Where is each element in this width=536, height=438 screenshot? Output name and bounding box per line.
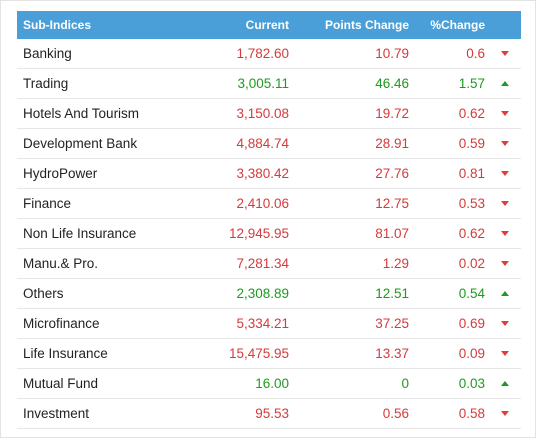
header-sub-indices: Sub-Indices: [23, 18, 92, 32]
row-sub-index-name[interactable]: Hotels And Tourism: [23, 106, 140, 121]
row-sub-index-name[interactable]: Manu.& Pro.: [23, 256, 99, 271]
arrow-down-icon: [501, 231, 509, 236]
table-row[interactable]: Non Life Insurance 12,945.95 81.07 0.62: [17, 219, 521, 249]
row-sub-index-name[interactable]: Life Insurance: [23, 346, 108, 361]
table-row[interactable]: Microfinance 5,334.21 37.25 0.69: [17, 309, 521, 339]
row-current-value: 2,308.89: [236, 286, 289, 301]
row-points-change: 19.72: [375, 106, 409, 121]
row-points-change: 10.79: [375, 46, 409, 61]
row-pct-change: 1.57: [458, 76, 485, 91]
table-row[interactable]: Trading 3,005.11 46.46 1.57: [17, 69, 521, 99]
row-current-value: 2,410.06: [236, 196, 289, 211]
table-body: Banking 1,782.60 10.79 0.6 Trading 3,005.11 46…: [17, 39, 521, 429]
table-row[interactable]: Development Bank 4,884.74 28.91 0.59: [17, 129, 521, 159]
header-points-change: Points Change: [324, 18, 409, 32]
row-points-change: 37.25: [375, 316, 409, 331]
table-row[interactable]: Mutual Fund 16.00 0 0.03: [17, 369, 521, 399]
table-row[interactable]: Finance 2,410.06 12.75 0.53: [17, 189, 521, 219]
row-current-value: 5,334.21: [236, 316, 289, 331]
row-pct-change: 0.6: [466, 46, 485, 61]
arrow-up-icon: [501, 291, 509, 296]
row-current-value: 15,475.95: [228, 346, 289, 361]
row-sub-index-name[interactable]: Microfinance: [23, 316, 100, 331]
row-pct-change: 0.69: [458, 316, 485, 331]
arrow-up-icon: [501, 381, 509, 386]
row-current-value: 7,281.34: [236, 256, 289, 271]
row-current-value: 16.00: [255, 376, 289, 391]
row-current-value: 4,884.74: [236, 136, 289, 151]
row-sub-index-name[interactable]: Development Bank: [23, 136, 138, 151]
table-row[interactable]: Life Insurance 15,475.95 13.37 0.09: [17, 339, 521, 369]
row-points-change: 13.37: [375, 346, 409, 361]
row-sub-index-name[interactable]: Finance: [23, 196, 72, 211]
row-pct-change: 0.53: [458, 196, 485, 211]
arrow-down-icon: [501, 411, 509, 416]
arrow-down-icon: [501, 261, 509, 266]
row-sub-index-name[interactable]: Others: [23, 286, 64, 301]
row-current-value: 3,150.08: [236, 106, 289, 121]
row-pct-change: 0.58: [458, 406, 485, 421]
row-points-change: 0.56: [382, 406, 409, 421]
row-points-change: 28.91: [375, 136, 409, 151]
row-points-change: 12.51: [375, 286, 409, 301]
row-current-value: 1,782.60: [236, 46, 289, 61]
row-sub-index-name[interactable]: Mutual Fund: [23, 376, 99, 391]
row-current-value: 12,945.95: [228, 226, 289, 241]
row-points-change: 1.29: [382, 256, 409, 271]
row-pct-change: 0.09: [458, 346, 485, 361]
row-points-change: 12.75: [375, 196, 409, 211]
table-row[interactable]: Others 2,308.89 12.51 0.54: [17, 279, 521, 309]
table-row[interactable]: Investment 95.53 0.56 0.58: [17, 399, 521, 429]
row-points-change: 81.07: [375, 226, 409, 241]
arrow-down-icon: [501, 321, 509, 326]
row-current-value: 3,380.42: [236, 166, 289, 181]
row-points-change: 27.76: [375, 166, 409, 181]
table-header: Sub-Indices Current Points Change %Chang…: [17, 11, 521, 39]
row-sub-index-name[interactable]: HydroPower: [23, 166, 98, 181]
table-row[interactable]: Banking 1,782.60 10.79 0.6: [17, 39, 521, 69]
table-row[interactable]: HydroPower 3,380.42 27.76 0.81: [17, 159, 521, 189]
arrow-down-icon: [501, 141, 509, 146]
table-row[interactable]: Hotels And Tourism 3,150.08 19.72 0.62: [17, 99, 521, 129]
row-sub-index-name[interactable]: Banking: [23, 46, 72, 61]
sub-indices-table: Sub-Indices Current Points Change %Chang…: [17, 11, 521, 429]
row-pct-change: 0.02: [458, 256, 485, 271]
header-current: Current: [245, 18, 289, 32]
row-points-change: 46.46: [375, 76, 409, 91]
row-pct-change: 0.54: [458, 286, 485, 301]
row-current-value: 3,005.11: [237, 76, 289, 91]
arrow-down-icon: [501, 171, 509, 176]
row-pct-change: 0.62: [458, 106, 485, 121]
arrow-up-icon: [501, 81, 509, 86]
row-pct-change: 0.81: [458, 166, 485, 181]
row-sub-index-name[interactable]: Non Life Insurance: [23, 226, 137, 241]
table-row[interactable]: Manu.& Pro. 7,281.34 1.29 0.02: [17, 249, 521, 279]
row-pct-change: 0.59: [458, 136, 485, 151]
header-pct-change: %Change: [430, 18, 485, 32]
row-sub-index-name[interactable]: Trading: [23, 76, 69, 91]
row-pct-change: 0.03: [458, 376, 485, 391]
row-pct-change: 0.62: [458, 226, 485, 241]
row-points-change: 0: [401, 376, 409, 391]
arrow-down-icon: [501, 351, 509, 356]
arrow-down-icon: [501, 111, 509, 116]
arrow-down-icon: [501, 201, 509, 206]
row-sub-index-name[interactable]: Investment: [23, 406, 90, 421]
row-current-value: 95.53: [255, 406, 289, 421]
arrow-down-icon: [501, 51, 509, 56]
